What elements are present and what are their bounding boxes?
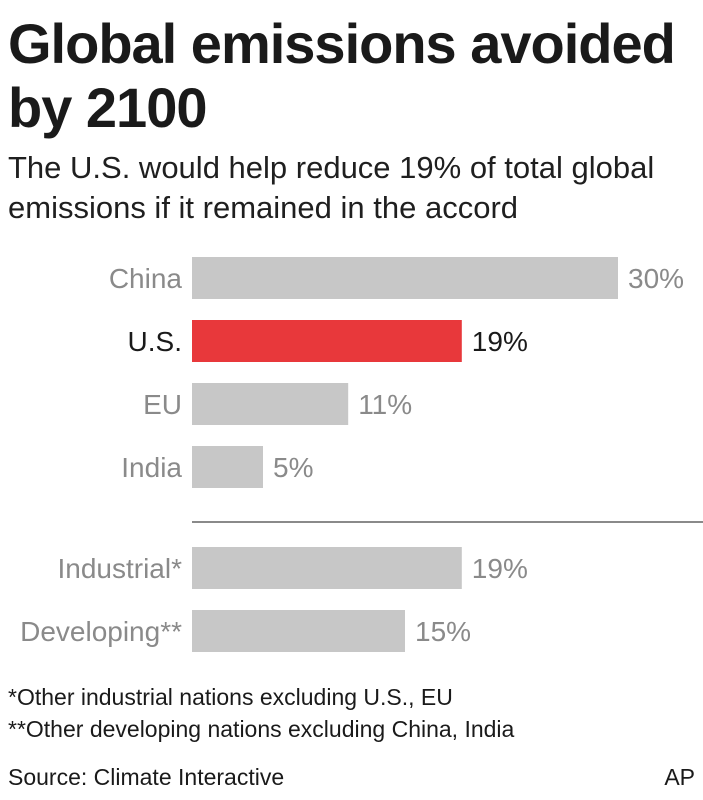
footnote-developing: **Other developing nations excluding Chi… xyxy=(8,716,515,742)
footnote-industrial: *Other industrial nations excluding U.S.… xyxy=(8,684,453,710)
bar-industrial xyxy=(192,547,462,589)
category-label-u-s: U.S. xyxy=(128,326,182,357)
chart-subtitle: The U.S. would help reduce 19% of total … xyxy=(8,150,655,225)
value-label-india: 5% xyxy=(273,452,313,483)
value-label-china: 30% xyxy=(628,263,684,294)
value-label-industrial: 19% xyxy=(472,553,528,584)
bar-u-s xyxy=(192,320,462,362)
category-label-china: China xyxy=(109,263,183,294)
value-label-eu: 11% xyxy=(358,389,412,420)
bar-china xyxy=(192,257,618,299)
value-label-developing: 15% xyxy=(415,616,471,647)
chart-title: Global emissions avoided by 2100 xyxy=(8,12,676,139)
bar-eu xyxy=(192,383,349,425)
bar-india xyxy=(192,446,263,488)
source-credit: Source: Climate Interactive xyxy=(8,764,285,790)
category-label-india: India xyxy=(121,452,182,483)
value-label-u-s: 19% xyxy=(472,326,528,357)
bar-chart: China 30% U.S. 19% EU 11% India 5% Industrial* 19… xyxy=(20,257,703,652)
bar-developing xyxy=(192,610,405,652)
agency-credit: AP xyxy=(664,764,695,790)
category-label-developing: Developing** xyxy=(20,616,182,647)
category-label-eu: EU xyxy=(143,389,182,420)
category-label-industrial: Industrial* xyxy=(57,553,182,584)
